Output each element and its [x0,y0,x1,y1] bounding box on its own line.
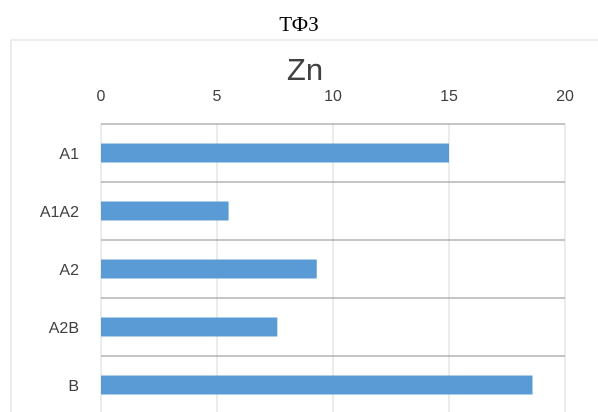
bar-B [101,375,533,395]
x-tick-label-3: 15 [440,88,458,105]
category-label-B: B [68,378,79,395]
bar-A1 [101,143,449,163]
bar-A1A2 [101,201,229,221]
x-tick-label-0: 0 [97,88,106,105]
x-tick-labels: 0 5 10 15 20 [97,88,574,105]
bar-A2B [101,317,278,337]
bars [101,143,533,395]
category-labels: A1 A1A2 A2 A2B B [40,146,79,395]
page-title: ТФЗ [279,12,319,36]
category-label-A1: A1 [59,146,79,163]
chart-title: Zn [287,52,323,87]
category-label-A1A2: A1A2 [40,204,79,221]
category-label-A2B: A2B [49,320,79,337]
category-lines [101,123,565,357]
x-tick-label-1: 5 [213,88,222,105]
bar-A2 [101,259,317,279]
x-tick-label-4: 20 [556,88,574,105]
x-tick-label-2: 10 [324,88,342,105]
category-label-A2: A2 [59,262,79,279]
